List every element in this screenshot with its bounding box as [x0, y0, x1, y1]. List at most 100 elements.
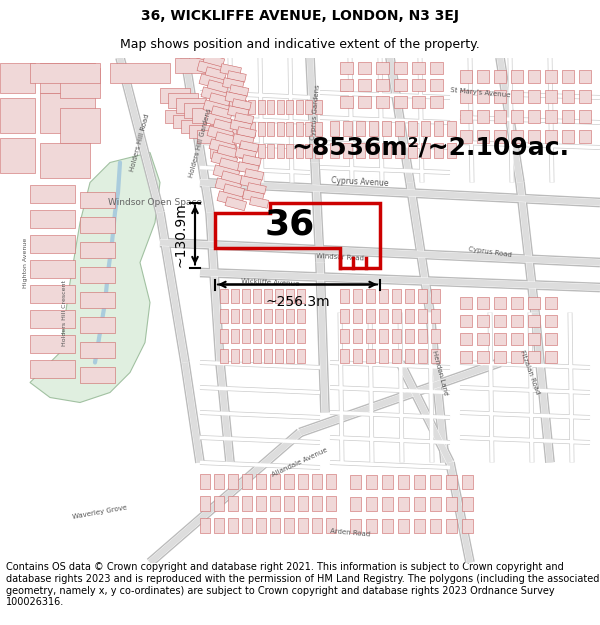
Bar — [366, 474, 377, 489]
Bar — [197, 61, 224, 77]
Polygon shape — [30, 152, 160, 402]
Bar — [0, 138, 35, 172]
Bar — [253, 309, 261, 322]
Bar — [256, 518, 266, 532]
Bar — [350, 474, 361, 489]
Bar — [242, 190, 264, 202]
Bar — [460, 109, 472, 123]
Bar — [477, 129, 489, 142]
Bar — [298, 518, 308, 532]
Bar — [242, 309, 250, 322]
Bar — [562, 109, 574, 123]
Bar — [277, 99, 284, 114]
Bar — [228, 518, 238, 532]
Bar — [30, 259, 75, 278]
Bar — [408, 142, 417, 158]
Bar — [277, 144, 284, 158]
Bar — [418, 309, 427, 322]
Bar — [421, 142, 430, 158]
Bar — [232, 99, 251, 110]
Bar — [201, 87, 228, 103]
Bar — [431, 289, 440, 302]
Bar — [477, 314, 489, 326]
Text: Windsor Road: Windsor Road — [316, 253, 364, 262]
Bar — [305, 121, 312, 136]
Bar — [545, 314, 557, 326]
Bar — [220, 349, 228, 362]
Bar — [477, 69, 489, 82]
Bar — [494, 296, 506, 309]
Bar — [579, 129, 591, 142]
Bar — [414, 519, 425, 532]
Bar — [60, 68, 100, 98]
Bar — [382, 121, 391, 136]
Bar — [248, 144, 255, 158]
Bar — [175, 58, 205, 72]
Bar — [286, 289, 294, 302]
Bar — [298, 474, 308, 489]
Bar — [446, 474, 457, 489]
Bar — [217, 145, 239, 159]
Bar — [343, 142, 352, 158]
Bar — [296, 144, 302, 158]
Bar — [382, 496, 393, 511]
Bar — [270, 474, 280, 489]
Text: Cyprus Road: Cyprus Road — [468, 246, 512, 259]
Bar — [247, 182, 266, 194]
Bar — [228, 496, 238, 511]
Bar — [240, 176, 262, 189]
Text: Cyprus Avenue: Cyprus Avenue — [331, 176, 389, 189]
Bar — [80, 291, 115, 308]
Bar — [460, 89, 472, 102]
Bar — [238, 162, 259, 174]
Bar — [173, 114, 198, 128]
Bar — [242, 518, 252, 532]
Bar — [511, 109, 523, 123]
Bar — [356, 121, 365, 136]
Bar — [460, 296, 472, 309]
Bar — [286, 99, 293, 114]
Bar — [80, 316, 115, 332]
Bar — [80, 366, 115, 382]
Bar — [326, 496, 336, 511]
Bar — [382, 519, 393, 532]
Bar — [30, 284, 75, 302]
Bar — [460, 351, 472, 362]
Bar — [297, 349, 305, 362]
Bar — [528, 129, 540, 142]
Bar — [511, 129, 523, 142]
Bar — [394, 96, 407, 108]
Bar — [382, 142, 391, 158]
Text: Holders Hill Gardens: Holders Hill Gardens — [188, 107, 212, 177]
Bar — [430, 496, 441, 511]
Bar — [460, 129, 472, 142]
Bar — [528, 332, 540, 344]
Bar — [242, 329, 250, 342]
Bar — [358, 61, 371, 74]
Bar — [545, 129, 557, 142]
Text: 36, WICKLIFFE AVENUE, LONDON, N3 3EJ: 36, WICKLIFFE AVENUE, LONDON, N3 3EJ — [141, 9, 459, 23]
Text: Contains OS data © Crown copyright and database right 2021. This information is : Contains OS data © Crown copyright and d… — [6, 562, 599, 608]
Bar — [214, 518, 224, 532]
Bar — [30, 359, 75, 378]
Bar — [477, 296, 489, 309]
Bar — [275, 349, 283, 362]
Bar — [434, 121, 443, 136]
Bar — [264, 289, 272, 302]
Bar — [30, 184, 75, 203]
Bar — [392, 309, 401, 322]
Bar — [379, 349, 388, 362]
Bar — [431, 309, 440, 322]
Bar — [408, 121, 417, 136]
Bar — [217, 191, 244, 207]
Bar — [40, 62, 95, 92]
Bar — [511, 332, 523, 344]
Bar — [340, 61, 353, 74]
Bar — [223, 184, 245, 198]
Bar — [207, 126, 234, 142]
Bar — [239, 141, 259, 152]
Bar — [197, 129, 222, 142]
Text: Map shows position and indicative extent of the property.: Map shows position and indicative extent… — [120, 38, 480, 51]
Bar — [545, 109, 557, 123]
Bar — [210, 121, 217, 136]
